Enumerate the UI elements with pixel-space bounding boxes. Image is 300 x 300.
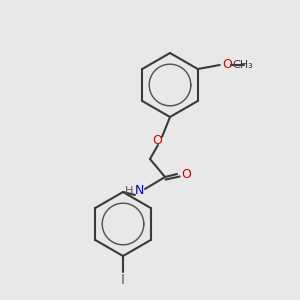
Text: H: H [125,186,133,196]
Text: O: O [223,58,232,71]
Text: O: O [152,134,162,146]
Text: I: I [121,273,125,287]
Text: O: O [181,167,191,181]
Text: N: N [134,184,144,197]
Text: CH₃: CH₃ [233,60,254,70]
